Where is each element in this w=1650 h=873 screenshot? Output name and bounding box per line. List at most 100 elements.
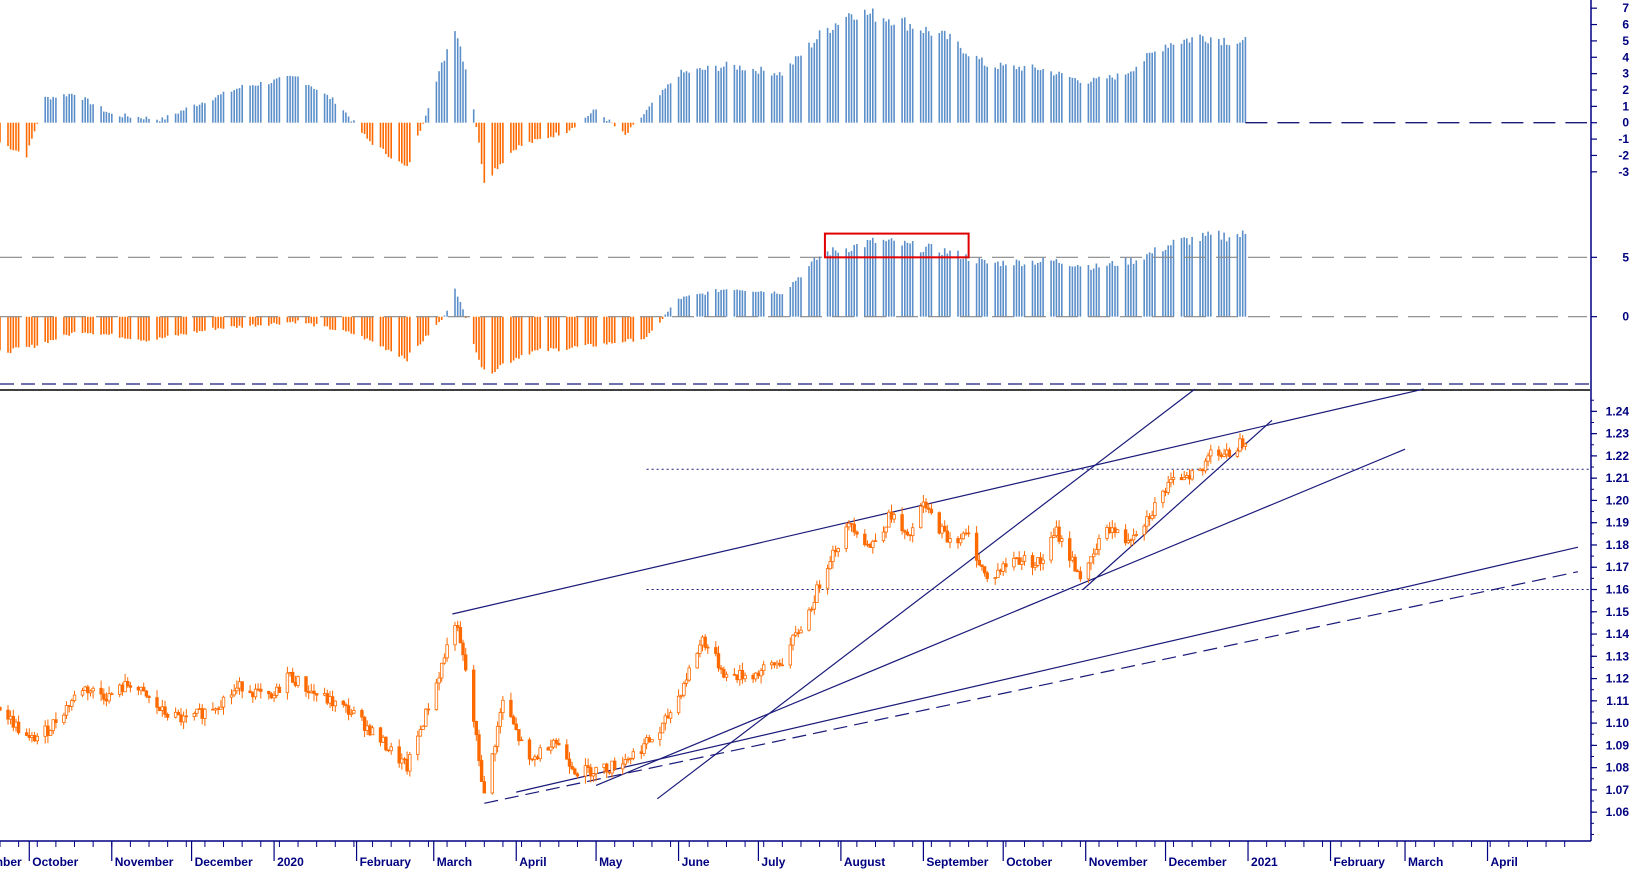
price-candle-body <box>684 679 689 684</box>
price-candle-body <box>389 746 393 752</box>
top-axis-label: 5 <box>1622 34 1629 48</box>
price-candle-body <box>104 698 109 702</box>
price-candle-body <box>360 710 364 718</box>
price-candle-body <box>181 715 186 723</box>
price-candle-body <box>471 669 476 722</box>
price-candle-body <box>312 690 316 694</box>
price-candle-body <box>668 712 673 719</box>
price-candle-body <box>155 697 159 708</box>
price-candle-body <box>461 642 465 656</box>
price-candle-body <box>493 746 497 755</box>
price-candle-body <box>110 693 114 695</box>
price-candle-body <box>1209 449 1213 457</box>
price-candle-body <box>948 538 952 543</box>
price-candle-body <box>304 676 308 692</box>
price-candle-body <box>650 739 654 743</box>
price-candle-body <box>1198 468 1202 472</box>
price-candle-body <box>213 708 218 711</box>
price-candle-body <box>1089 556 1093 564</box>
month-label: October <box>32 855 78 869</box>
price-candle-body <box>977 559 981 566</box>
price-candle-body <box>644 737 649 745</box>
price-candle-body <box>775 662 779 666</box>
price-candle-body <box>416 735 420 755</box>
price-candle-body <box>799 629 803 634</box>
price-candle-body <box>437 677 441 684</box>
price-candle-body <box>1206 455 1210 462</box>
price-candle-body <box>1057 526 1061 542</box>
price-axis-label: 1.12 <box>1606 672 1630 686</box>
price-candle-body <box>1078 571 1083 580</box>
trendline <box>516 546 1579 793</box>
month-label: April <box>519 855 546 869</box>
price-candle-body <box>370 727 375 736</box>
price-candle-body <box>676 695 681 714</box>
price-candle-body <box>517 729 521 742</box>
trendline <box>484 571 1579 804</box>
price-candle-body <box>613 760 617 770</box>
price-candle-body <box>605 763 609 773</box>
price-candle-body <box>384 736 388 751</box>
price-axis-label: 1.06 <box>1606 805 1630 819</box>
price-candle-body <box>408 754 412 772</box>
price-candle-body <box>929 508 934 514</box>
price-candle-body <box>1086 562 1091 580</box>
price-candle-body <box>434 682 439 711</box>
top-oscillator-bars <box>0 8 1247 183</box>
price-candle-body <box>719 667 723 670</box>
price-candle-body <box>128 685 133 688</box>
price-candle-body <box>828 561 832 570</box>
price-candle-body <box>259 688 263 692</box>
price-candle-body <box>30 735 34 738</box>
price-candle-body <box>144 690 149 697</box>
price-candle-body <box>123 681 127 693</box>
price-candle-body <box>519 739 524 742</box>
price-candle-body <box>139 686 143 691</box>
price-candle-body <box>762 664 766 671</box>
price-candle-body <box>277 686 282 694</box>
price-candle-body <box>982 566 987 574</box>
price-candle-body <box>365 725 369 731</box>
price-candle-body <box>1190 470 1194 480</box>
month-label: February <box>360 855 412 869</box>
price-candle-body <box>1161 490 1165 504</box>
price-candle-body <box>658 732 662 740</box>
price-candle-body <box>945 530 949 543</box>
price-candle-body <box>455 625 460 628</box>
price-candle-body <box>267 691 271 695</box>
price-candle-body <box>1060 538 1064 542</box>
price-candle-body <box>232 690 236 696</box>
price-candle-body <box>1235 450 1240 457</box>
price-candle-body <box>147 695 151 699</box>
month-label: December <box>1169 855 1227 869</box>
price-candle-body <box>0 707 2 711</box>
price-candle-body <box>626 758 630 761</box>
price-candle-body <box>847 522 851 528</box>
month-label: November <box>115 855 174 869</box>
time-axis: mber October November December 2020 February M… <box>0 840 1591 869</box>
price-candle-body <box>855 531 859 535</box>
price-candle-body <box>192 713 196 718</box>
price-candle-body <box>706 646 710 649</box>
price-candle-body <box>698 644 702 654</box>
price-candle-body <box>905 531 910 536</box>
price-candle-body <box>591 773 596 777</box>
price-candle-body <box>35 735 39 742</box>
price-candle-body <box>418 729 423 737</box>
price-candle-body <box>237 681 242 689</box>
price-candle-body <box>884 526 888 533</box>
price-candle-body <box>919 505 923 529</box>
price-candles <box>0 433 1248 795</box>
price-candle-body <box>881 531 886 542</box>
price-candle-body <box>940 525 944 534</box>
price-candle-body <box>780 664 784 667</box>
price-candle-body <box>570 766 574 770</box>
price-candle-body <box>1153 502 1157 516</box>
price-candle-body <box>586 765 590 769</box>
price-candle-body <box>724 673 729 678</box>
price-candle-body <box>6 709 10 720</box>
highlight-box <box>823 232 970 259</box>
price-candle-body <box>251 692 255 698</box>
price-candle-body <box>1134 534 1138 536</box>
